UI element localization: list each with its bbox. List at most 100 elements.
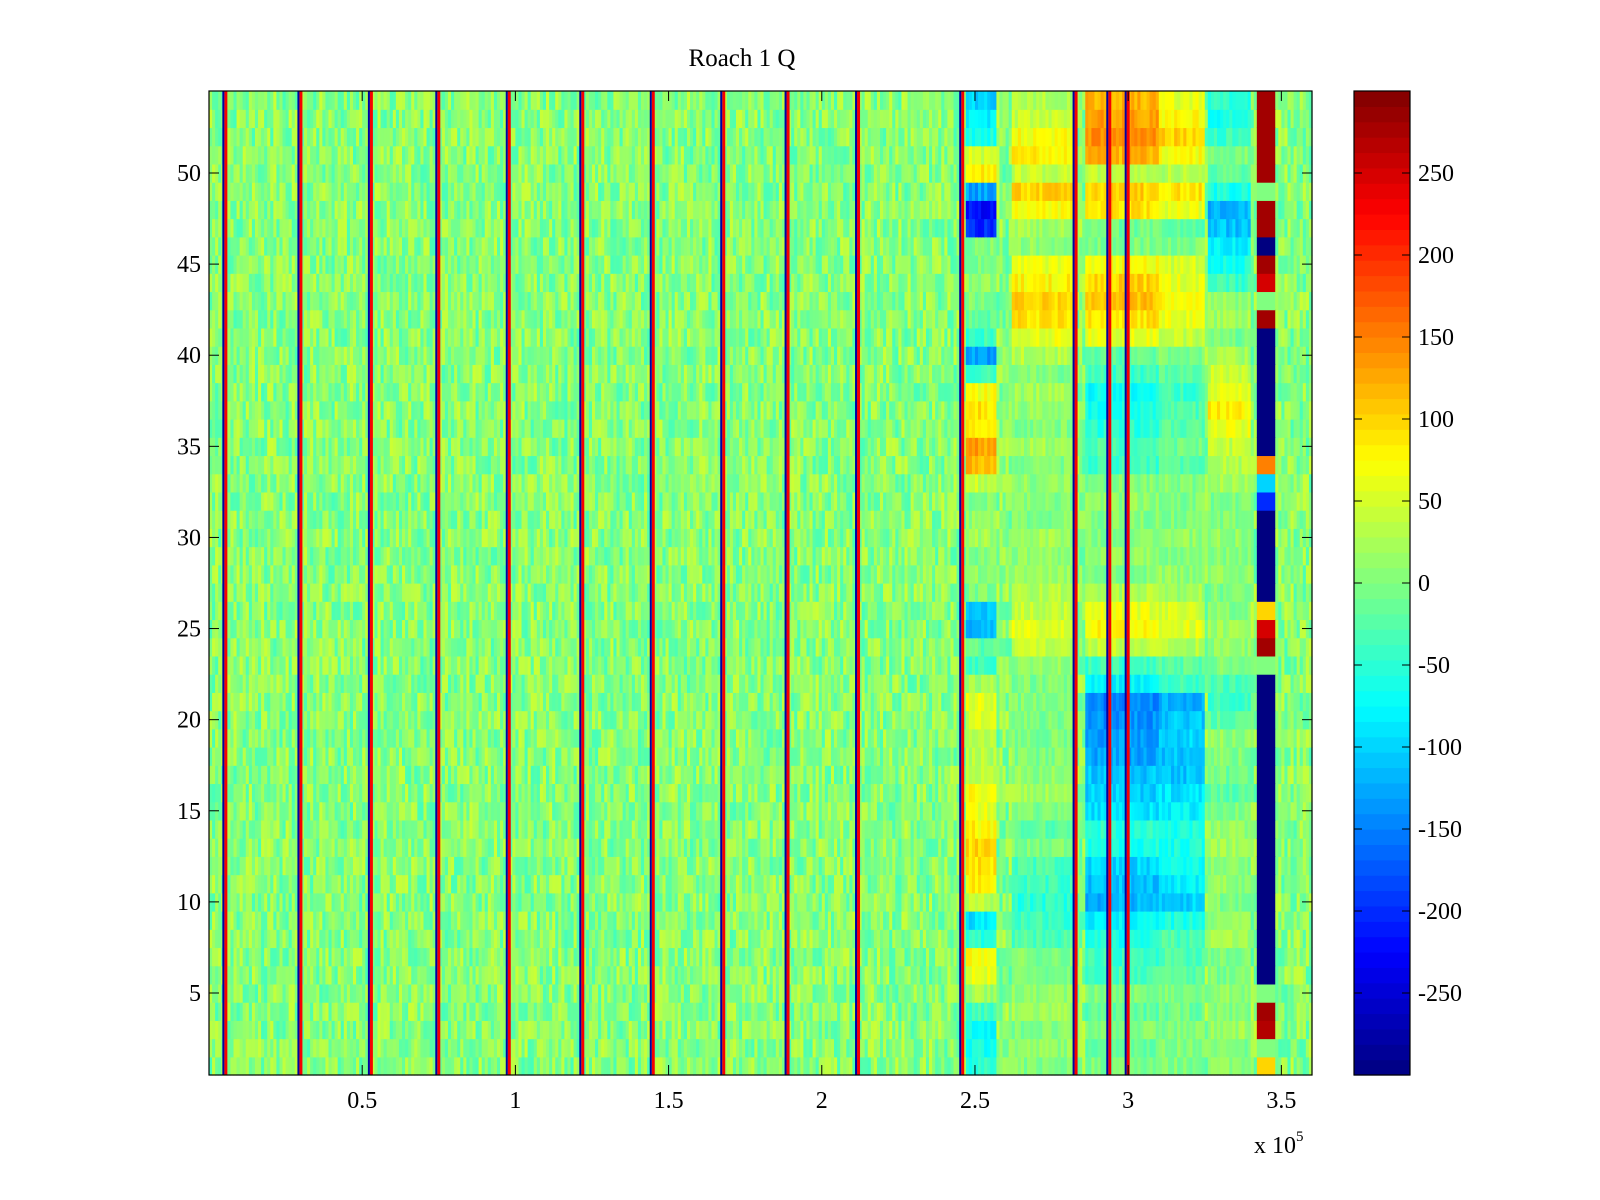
heatmap-cell — [1115, 1002, 1120, 1021]
heatmap-cell — [1115, 1056, 1120, 1076]
heatmap-cell — [251, 1020, 256, 1040]
heatmap-cell — [723, 1020, 728, 1040]
heatmap-cell — [922, 1038, 927, 1058]
heatmap-cell — [322, 1056, 327, 1076]
heatmap-cell — [1171, 983, 1175, 1003]
heatmap-cell — [398, 1020, 403, 1040]
heatmap-cell — [484, 1038, 489, 1058]
heatmap-cell — [472, 1056, 477, 1076]
heatmap-cell — [509, 965, 513, 985]
heatmap-cell — [420, 1002, 425, 1021]
heatmap-cell — [270, 1020, 274, 1040]
heatmap-cell — [408, 1056, 412, 1076]
heatmap-cell — [359, 983, 363, 1003]
heatmap-cell — [794, 1020, 798, 1040]
heatmap-cell — [1134, 1038, 1138, 1058]
heatmap-cell — [895, 1002, 899, 1021]
heatmap-cell — [953, 1038, 958, 1058]
heatmap-cell — [852, 1020, 857, 1040]
heatmap-cell — [1155, 1056, 1160, 1076]
heatmap-cell — [910, 1002, 915, 1021]
heatmap-cell — [395, 1020, 400, 1040]
heatmap-cell — [892, 1002, 896, 1021]
heatmap-cell — [1287, 1002, 1292, 1021]
heatmap-cell — [775, 1020, 780, 1040]
heatmap-cell — [469, 1038, 474, 1058]
heatmap-cell — [781, 1056, 786, 1076]
heatmap-cell — [971, 983, 976, 1003]
heatmap-cell — [466, 965, 471, 985]
heatmap-cell — [879, 1056, 884, 1076]
heatmap-cell — [726, 1020, 731, 1040]
heatmap-cell — [1293, 1020, 1298, 1040]
heatmap-cell — [907, 1038, 912, 1058]
heatmap-cell — [236, 983, 241, 1003]
heatmap-cell — [1085, 1002, 1089, 1021]
heatmap-cell — [800, 983, 804, 1003]
heatmap-cell — [889, 1002, 893, 1021]
heatmap-cell — [1204, 983, 1209, 1003]
heatmap-cell — [1008, 1038, 1013, 1058]
heatmap-cell — [313, 1020, 317, 1040]
heatmap-cell — [1177, 1056, 1181, 1076]
heatmap-cell — [346, 1020, 351, 1040]
heatmap-cell — [564, 1002, 569, 1021]
heatmap-cell — [533, 1056, 538, 1076]
heatmap-cell — [883, 983, 887, 1003]
heatmap-cell — [267, 1056, 271, 1076]
heatmap-cell — [837, 983, 841, 1003]
heatmap-cell — [423, 983, 428, 1003]
heatmap-cell — [1174, 1002, 1178, 1021]
heatmap-cell — [1036, 1056, 1040, 1076]
heatmap-cell — [778, 1056, 783, 1076]
heatmap-cell — [282, 1020, 287, 1040]
heatmap-cell — [356, 983, 360, 1003]
heatmap-cell — [270, 1038, 274, 1058]
heatmap-cell — [417, 1038, 421, 1058]
heatmap-cell — [742, 1056, 746, 1076]
heatmap-cell — [815, 1020, 820, 1040]
heatmap-cell — [322, 1038, 327, 1058]
heatmap-cell — [457, 965, 461, 985]
heatmap-cell — [349, 1056, 354, 1076]
heatmap-cell — [601, 1002, 605, 1021]
heatmap-cell — [889, 1056, 893, 1076]
heatmap-cell — [411, 1020, 415, 1040]
heatmap-cell — [423, 1056, 428, 1076]
heatmap-cell — [677, 1038, 682, 1058]
heatmap-cell — [313, 965, 317, 985]
heatmap-cell — [316, 965, 320, 985]
heatmap-cell — [867, 1038, 872, 1058]
heatmap-cell — [981, 1038, 985, 1058]
heatmap-cell — [212, 1056, 216, 1076]
heatmap-cell — [849, 983, 854, 1003]
heatmap-cell — [1302, 1038, 1307, 1058]
heatmap-cell — [230, 1038, 235, 1058]
heatmap-cell — [588, 983, 593, 1003]
heatmap-cell — [481, 1002, 486, 1021]
heatmap-cell — [696, 1002, 700, 1021]
heatmap-cell — [999, 1056, 1004, 1076]
heatmap-cell — [788, 983, 792, 1003]
heatmap-cell — [460, 1020, 464, 1040]
heatmap-cell — [625, 1038, 630, 1058]
heatmap-cell — [303, 983, 308, 1003]
heatmap-cell — [1097, 1056, 1102, 1076]
heatmap-cell — [984, 983, 988, 1003]
heatmap-cell — [1217, 1020, 1221, 1040]
heatmap-cell — [1171, 1038, 1175, 1058]
heatmap-cell — [883, 1056, 887, 1076]
heatmap-cell — [981, 1056, 985, 1076]
heatmap-cell — [573, 1002, 578, 1021]
heatmap-cell — [1253, 1056, 1258, 1076]
heatmap-cell — [552, 983, 556, 1003]
heatmap-cell — [739, 1056, 743, 1076]
heatmap-cell — [515, 1002, 520, 1021]
heatmap-cell — [414, 1002, 418, 1021]
heatmap-cell — [291, 1056, 296, 1076]
heatmap-cell — [248, 1038, 253, 1058]
heatmap-cell — [518, 1020, 523, 1040]
heatmap-cell — [319, 983, 323, 1003]
heatmap-cell — [1060, 1056, 1065, 1076]
heatmap-cell — [1238, 1020, 1243, 1040]
